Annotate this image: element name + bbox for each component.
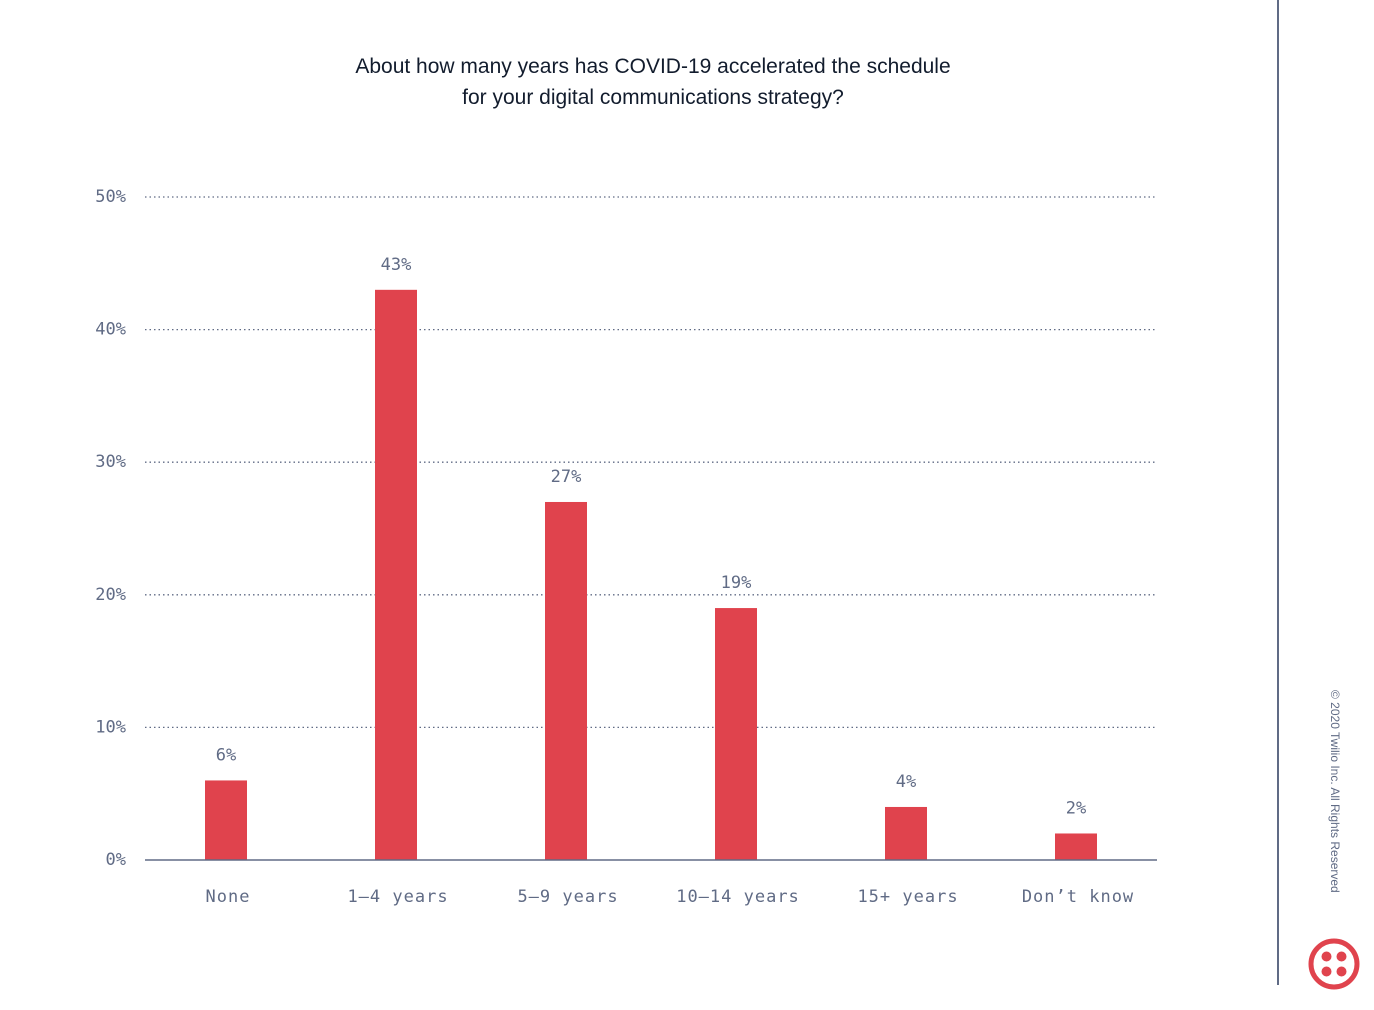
y-tick-label: 50% [95,187,126,207]
chart-title-line-2: for your digital communications strategy… [462,86,844,109]
bar [545,501,587,860]
bar-value-label: 6% [216,745,236,765]
y-tick-label: 40% [95,320,126,340]
category-label: Don’t know [1022,887,1134,907]
y-tick-label: 30% [95,452,126,472]
bar-value-label: 19% [721,573,752,593]
y-axis-ticks: 0% 10% 20% 30% 40% 50% [95,187,126,870]
y-tick-label: 0% [106,850,126,870]
category-label: 1–4 years [347,887,448,907]
bar-value-label: 2% [1066,798,1086,818]
chart-title-line-1: About how many years has COVID-19 accele… [355,55,950,78]
bar [375,289,417,860]
grid-lines [145,196,1157,729]
category-labels: None 1–4 years 5–9 years 10–14 years 15+ yea… [206,887,1134,907]
category-label: 10–14 years [676,887,800,907]
value-labels: 6% 43% 27% 19% 4% 2% [216,255,1086,819]
bar [205,780,247,860]
bars [205,289,1097,860]
bar [1055,833,1097,860]
twilio-logo-icon [1308,938,1360,990]
bar-value-label: 4% [896,772,916,792]
bar [885,806,927,860]
bar-value-label: 27% [551,467,582,487]
y-tick-label: 20% [95,585,126,605]
copyright-text: © 2020 Twilio Inc. All Rights Reserved [1328,690,1342,893]
category-label: 15+ years [857,887,958,907]
category-label: 5–9 years [517,887,618,907]
y-tick-label: 10% [95,717,126,737]
bar [715,608,757,860]
bar-value-label: 43% [381,255,412,275]
category-label: None [206,887,251,907]
